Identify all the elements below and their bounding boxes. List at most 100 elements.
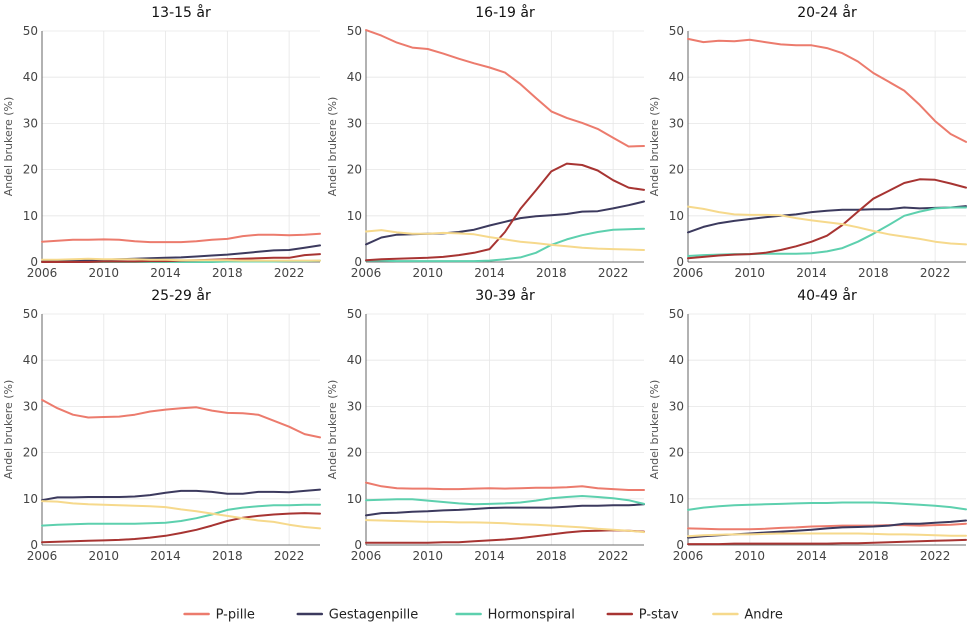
y-tick-label: 0 bbox=[30, 538, 38, 552]
series-line-hormonspiral bbox=[687, 501, 967, 511]
series-line-p-stav bbox=[365, 162, 645, 262]
panel-title: 40-49 år bbox=[797, 287, 857, 304]
y-tick-label: 40 bbox=[23, 353, 38, 367]
legend: P-pille Gestagenpille Hormonspiral P-stav An… bbox=[183, 608, 783, 623]
x-tick-label: 2006 bbox=[351, 266, 382, 280]
x-tick-label: 2010 bbox=[89, 549, 120, 563]
y-tick-label: 10 bbox=[347, 492, 362, 506]
x-tick-label: 2010 bbox=[735, 549, 766, 563]
x-tick-label: 2006 bbox=[673, 549, 704, 563]
y-tick-label: 0 bbox=[676, 255, 684, 269]
x-tick-label: 2022 bbox=[920, 549, 951, 563]
y-tick-label: 30 bbox=[347, 399, 362, 413]
series-line-andre bbox=[687, 205, 967, 246]
y-axis-label: Andel brukere (%) bbox=[648, 380, 661, 480]
x-tick-label: 2022 bbox=[274, 266, 305, 280]
x-tick-label: 2010 bbox=[735, 266, 766, 280]
y-tick-label: 10 bbox=[669, 492, 684, 506]
panel-title: 20-24 år bbox=[797, 4, 857, 21]
x-tick-label: 2018 bbox=[858, 266, 889, 280]
x-tick-label: 2018 bbox=[536, 266, 567, 280]
legend-label-hormonspiral: Hormonspiral bbox=[488, 608, 575, 623]
y-tick-label: 0 bbox=[354, 538, 362, 552]
legend-label-gestagenpille: Gestagenpille bbox=[329, 608, 418, 623]
x-tick-label: 2014 bbox=[150, 266, 181, 280]
x-tick-label: 2022 bbox=[598, 266, 629, 280]
y-tick-label: 50 bbox=[669, 307, 684, 321]
x-tick-label: 2018 bbox=[858, 549, 889, 563]
y-axis-label: Andel brukere (%) bbox=[326, 97, 339, 197]
panel-2: 0 10 20 30 40 50 2006 2010 2014 2018 2022 16-19 år A… bbox=[326, 4, 645, 280]
y-tick-label: 0 bbox=[676, 538, 684, 552]
y-tick-label: 30 bbox=[669, 116, 684, 130]
y-tick-label: 40 bbox=[347, 353, 362, 367]
series-line-p-pille bbox=[687, 37, 967, 143]
y-tick-label: 20 bbox=[23, 163, 38, 177]
legend-label-p-stav: P-stav bbox=[639, 608, 679, 623]
y-tick-label: 20 bbox=[23, 446, 38, 460]
x-tick-label: 2018 bbox=[536, 549, 567, 563]
y-tick-label: 30 bbox=[669, 399, 684, 413]
series-line-p-stav bbox=[687, 178, 967, 260]
x-tick-label: 2010 bbox=[413, 266, 444, 280]
series-line-andre bbox=[365, 519, 645, 534]
y-tick-label: 20 bbox=[347, 446, 362, 460]
x-tick-label: 2022 bbox=[920, 266, 951, 280]
series-line-hormonspiral bbox=[41, 503, 321, 527]
series-line-andre bbox=[41, 500, 321, 530]
y-tick-label: 50 bbox=[347, 24, 362, 38]
y-tick-label: 10 bbox=[23, 492, 38, 506]
series-line-andre bbox=[41, 257, 321, 262]
y-tick-label: 30 bbox=[23, 399, 38, 413]
x-tick-label: 2006 bbox=[27, 266, 58, 280]
series-line-andre bbox=[687, 532, 967, 538]
panel-title: 13-15 år bbox=[151, 4, 211, 21]
series-line-gestagenpille bbox=[687, 205, 967, 234]
series-line-hormonspiral bbox=[365, 227, 645, 263]
series-line-gestagenpille bbox=[41, 488, 321, 502]
series-line-gestagenpille bbox=[365, 503, 645, 517]
legend-label-p-pille: P-pille bbox=[216, 608, 255, 623]
y-tick-label: 10 bbox=[347, 209, 362, 223]
y-axis-label: Andel brukere (%) bbox=[2, 380, 15, 480]
y-tick-label: 0 bbox=[354, 255, 362, 269]
x-tick-label: 2022 bbox=[274, 549, 305, 563]
series-line-p-pille bbox=[41, 232, 321, 244]
panel-title: 16-19 år bbox=[475, 4, 535, 21]
y-tick-label: 20 bbox=[669, 163, 684, 177]
y-tick-label: 50 bbox=[347, 307, 362, 321]
y-tick-label: 10 bbox=[669, 209, 684, 223]
series-line-p-pille bbox=[365, 29, 645, 148]
x-tick-label: 2018 bbox=[212, 266, 243, 280]
series-line-andre bbox=[365, 229, 645, 251]
x-tick-label: 2006 bbox=[27, 549, 58, 563]
x-tick-label: 2010 bbox=[89, 266, 120, 280]
y-tick-label: 20 bbox=[347, 163, 362, 177]
panel-6: 0 10 20 30 40 50 2006 2010 2014 2018 2022 40-49 år A… bbox=[648, 287, 967, 563]
x-tick-label: 2014 bbox=[796, 266, 827, 280]
series-line-p-stav bbox=[41, 512, 321, 544]
y-tick-label: 40 bbox=[669, 353, 684, 367]
panel-4: 0 10 20 30 40 50 2006 2010 2014 2018 2022 25-29 år A… bbox=[2, 287, 321, 563]
y-tick-label: 40 bbox=[347, 70, 362, 84]
series-line-p-stav bbox=[365, 529, 645, 544]
series-line-p-pille bbox=[365, 481, 645, 491]
series-line-hormonspiral bbox=[365, 495, 645, 506]
series-line-hormonspiral bbox=[687, 206, 967, 257]
x-tick-label: 2014 bbox=[474, 549, 505, 563]
x-tick-label: 2006 bbox=[673, 266, 704, 280]
x-tick-label: 2006 bbox=[351, 549, 382, 563]
x-tick-label: 2014 bbox=[796, 549, 827, 563]
series-line-p-pille bbox=[687, 522, 967, 531]
x-tick-label: 2014 bbox=[150, 549, 181, 563]
panel-title: 25-29 år bbox=[151, 287, 211, 304]
series-line-p-pille bbox=[41, 398, 321, 439]
panel-5: 0 10 20 30 40 50 2006 2010 2014 2018 2022 30-39 år A… bbox=[326, 287, 645, 563]
x-tick-label: 2010 bbox=[413, 549, 444, 563]
y-tick-label: 50 bbox=[23, 307, 38, 321]
y-tick-label: 40 bbox=[669, 70, 684, 84]
y-tick-label: 30 bbox=[23, 116, 38, 130]
y-tick-label: 40 bbox=[23, 70, 38, 84]
panel-1: 0 10 20 30 40 50 2006 2010 2014 2018 2022 13-15 år A… bbox=[2, 4, 321, 280]
